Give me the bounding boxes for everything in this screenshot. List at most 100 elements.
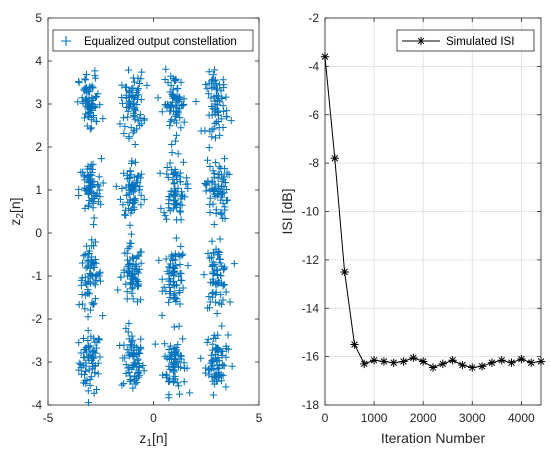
scatter-point [88, 242, 96, 250]
scatter-point [130, 195, 138, 203]
x-axis-title: z1[n] [139, 430, 167, 449]
scatter-point [85, 104, 93, 112]
scatter-point [88, 354, 96, 362]
data-point [477, 362, 487, 371]
scatter-point [160, 283, 168, 291]
scatter-point [170, 367, 178, 375]
scatter-point [85, 99, 93, 107]
y-tick-label: -8 [308, 156, 319, 170]
scatter-point [161, 75, 169, 84]
scatter-point [85, 108, 94, 116]
plot-area [47, 17, 260, 406]
scatter-point [129, 270, 137, 278]
scatter-point [125, 319, 133, 327]
scatter-point [86, 170, 94, 179]
scatter-point [122, 324, 130, 332]
scatter-point [208, 358, 216, 366]
scatter-point [131, 380, 139, 388]
scatter-point [126, 174, 134, 182]
y-tick-label: 0 [35, 226, 42, 240]
scatter-point [219, 372, 227, 380]
scatter-point [210, 173, 218, 181]
scatter-point [170, 323, 178, 331]
scatter-point [124, 244, 132, 253]
scatter-point [128, 157, 136, 165]
scatter-point [80, 184, 89, 192]
scatter-point [87, 84, 95, 92]
scatter-point [131, 158, 140, 166]
scatter-point [84, 102, 92, 110]
x-tick-label: 5 [256, 411, 263, 425]
scatter-point [135, 79, 144, 88]
scatter-point [202, 180, 210, 188]
scatter-point [172, 346, 180, 354]
scatter-point [134, 117, 142, 125]
scatter-point [167, 187, 175, 195]
x-tick-label: 4000 [508, 411, 535, 425]
scatter-point [75, 339, 83, 347]
scatter-point [208, 289, 216, 298]
scatter-point [87, 116, 95, 124]
scatter-point [176, 260, 184, 269]
scatter-point [137, 201, 145, 209]
scatter-point [209, 262, 217, 270]
scatter-point [120, 380, 128, 388]
scatter-point [226, 298, 234, 306]
scatter-point [157, 204, 165, 212]
scatter-point [125, 352, 133, 360]
scatter-point [165, 394, 173, 402]
scatter-point [86, 381, 94, 389]
scatter-point [133, 86, 142, 94]
scatter-point [136, 182, 144, 190]
scatter-point [143, 81, 151, 89]
scatter-point [90, 214, 98, 222]
y-axis-title: ISI [dB] [279, 189, 295, 235]
scatter-point [160, 209, 168, 217]
scatter-point [90, 279, 98, 287]
data-point [350, 340, 359, 349]
scatter-point [206, 366, 214, 374]
scatter-point [126, 167, 134, 176]
scatter-point [216, 131, 224, 140]
scatter-point [217, 115, 225, 123]
scatter-point [131, 113, 139, 121]
scatter-point [127, 342, 135, 350]
scatter-point [164, 79, 172, 87]
scatter-point [162, 65, 170, 73]
scatter-point [210, 190, 219, 198]
scatter-point [204, 249, 212, 258]
scatter-point [88, 165, 97, 173]
scatter-point [119, 201, 127, 209]
scatter-point [176, 178, 185, 186]
legend-marker [416, 36, 426, 46]
scatter-point [174, 150, 182, 158]
scatter-point [119, 114, 128, 122]
data-point [536, 357, 546, 366]
scatter-point [82, 98, 90, 106]
scatter-point [212, 209, 220, 218]
scatter-point [99, 114, 107, 123]
scatter-point [217, 211, 225, 219]
scatter-point [138, 68, 146, 76]
scatter-point [173, 96, 181, 104]
scatter-point [131, 265, 139, 273]
scatter-point [210, 93, 218, 101]
scatter-point [124, 113, 132, 121]
scatter-point [125, 133, 133, 141]
data-point [428, 363, 438, 372]
scatter-point [135, 269, 143, 277]
scatter-point [90, 263, 98, 271]
scatter-point [166, 193, 174, 201]
scatter-point [173, 84, 181, 93]
scatter-point [130, 111, 138, 119]
scatter-point [151, 340, 159, 348]
scatter-point [88, 299, 96, 307]
scatter-point [82, 359, 90, 367]
scatter-point [169, 205, 177, 213]
scatter-point [129, 74, 137, 82]
scatter-point [165, 355, 174, 364]
scatter-point [211, 76, 220, 84]
scatter-point [133, 350, 141, 359]
scatter-point [125, 186, 133, 194]
